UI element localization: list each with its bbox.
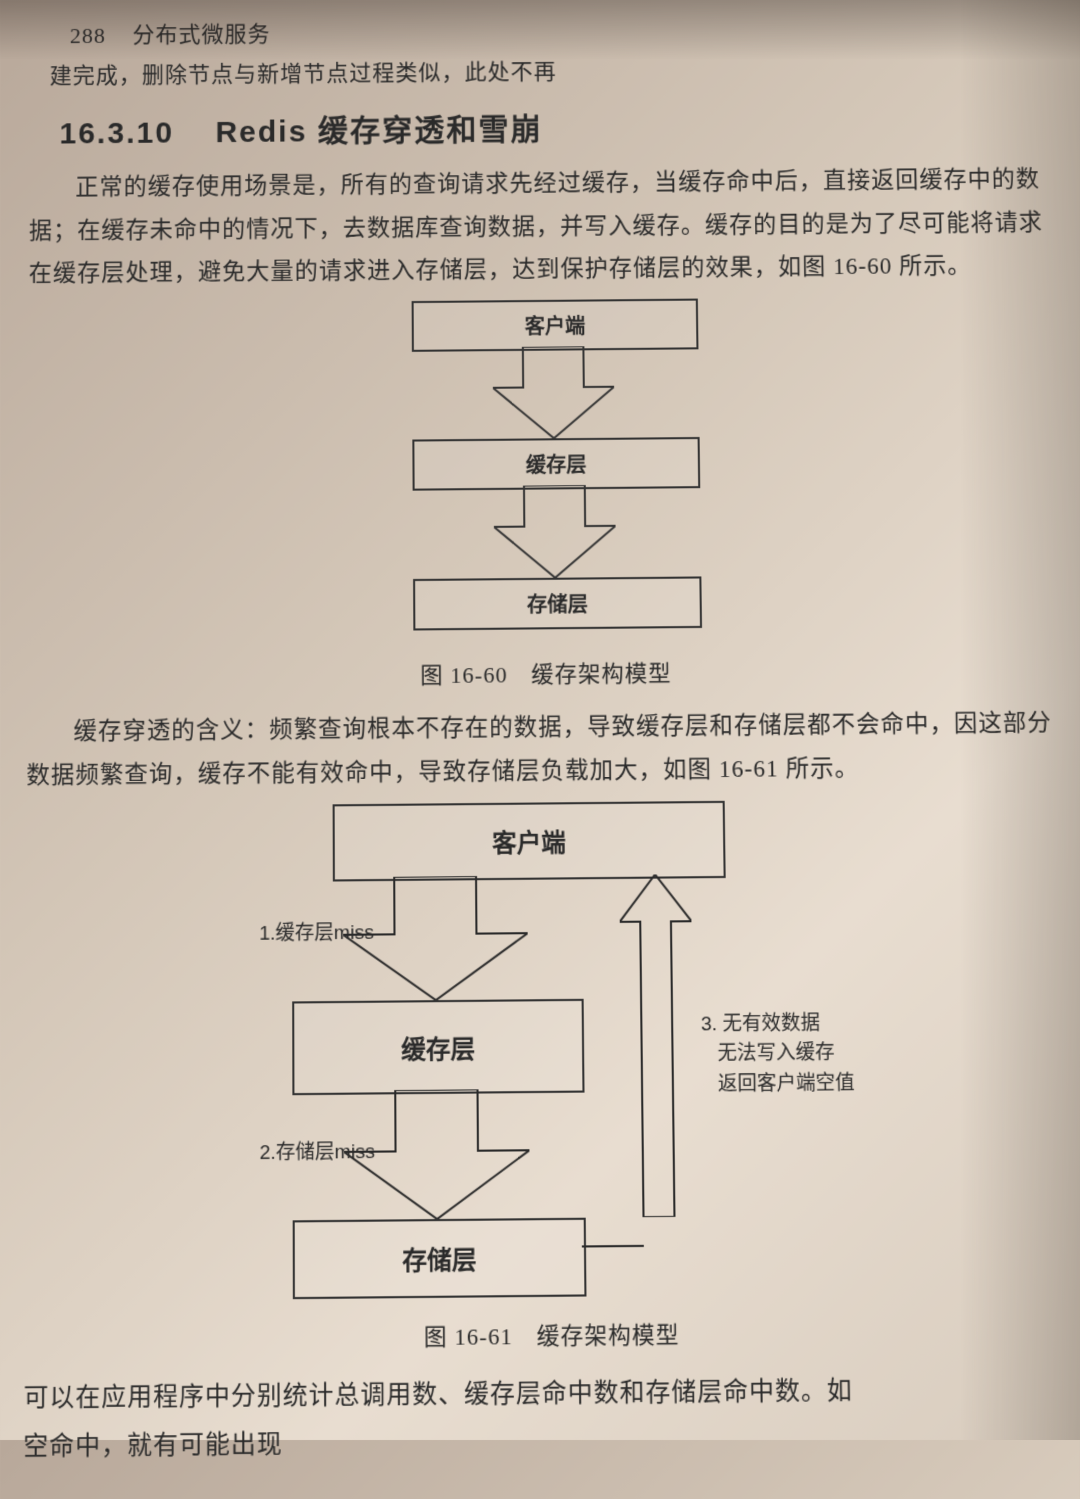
d2-label-3: 3. 无有效数据 无法写入缓存 返回客户端空值: [701, 1009, 855, 1101]
d2-client-label: 客户端: [492, 822, 566, 859]
bottom-line-2: 空命中，就有可能出现: [23, 1431, 283, 1461]
section-heading: 16.3.10 Redis 缓存穿透和雪崩: [59, 100, 1053, 153]
d2-node-store: 存储层: [293, 1217, 587, 1298]
d2-l3-2: 无法写入缓存: [717, 1042, 834, 1065]
section-number: 16.3.10: [59, 116, 174, 150]
page-number: 288: [70, 23, 106, 49]
d2-connector: [582, 1243, 665, 1248]
d1-store-label: 存储层: [527, 588, 588, 618]
d1-client-label: 客户端: [525, 310, 586, 340]
figure-16-61: 客户端 缓存层 存储层 1.缓存层miss 2.存储层miss 3. 无有效数据…: [210, 799, 893, 1311]
section-title-text: Redis 缓存穿透和雪崩: [215, 113, 542, 149]
bottom-line-1: 可以在应用程序中分别统计总调用数、缓存层命中数和存储层命中数。如: [23, 1377, 853, 1412]
d2-l3-1: 3. 无有效数据: [701, 1012, 821, 1035]
figure-16-60: 客户端 缓存层 存储层: [341, 298, 749, 650]
chapter-title-fragment: 分布式微服务: [132, 21, 270, 47]
d1-node-cache: 缓存层: [412, 437, 700, 491]
paragraph-1: 正常的缓存使用场景是，所有的查询请求先经过缓存，当缓存命中后，直接返回缓存中的数…: [29, 158, 1057, 296]
book-page: 288 分布式微服务 建完成，删除节点与新增节点过程类似，此处不再 16.3.1…: [0, 0, 1080, 1499]
d1-node-store: 存储层: [413, 576, 702, 630]
d1-cache-label: 缓存层: [526, 448, 587, 478]
bottom-paragraph-fragment: 可以在应用程序中分别统计总调用数、缓存层命中数和存储层命中数。如 空命中，就有可…: [23, 1366, 1080, 1474]
d2-arrow-up: [619, 874, 695, 1217]
d2-l3-3: 返回客户端空值: [718, 1072, 855, 1095]
caption-16-61: 图 16-61 缓存架构模型: [24, 1312, 1080, 1356]
paragraph-2: 缓存穿透的含义：频繁查询根本不存在的数据，导致缓存层和存储层都不会命中，因这部分…: [26, 701, 1067, 799]
d2-node-client: 客户端: [333, 801, 726, 882]
d2-label-1: 1.缓存层miss: [259, 919, 374, 950]
d1-arrow-1: [493, 346, 615, 439]
d2-store-label: 存储层: [402, 1239, 477, 1277]
d1-arrow-2: [494, 484, 616, 577]
d2-node-cache: 缓存层: [292, 999, 584, 1095]
caption-16-60: 图 16-60 缓存架构模型: [27, 651, 1065, 693]
d2-label-2: 2.存储层miss: [260, 1138, 375, 1169]
d1-node-client: 客户端: [412, 298, 699, 351]
d2-cache-label: 缓存层: [401, 1028, 475, 1066]
